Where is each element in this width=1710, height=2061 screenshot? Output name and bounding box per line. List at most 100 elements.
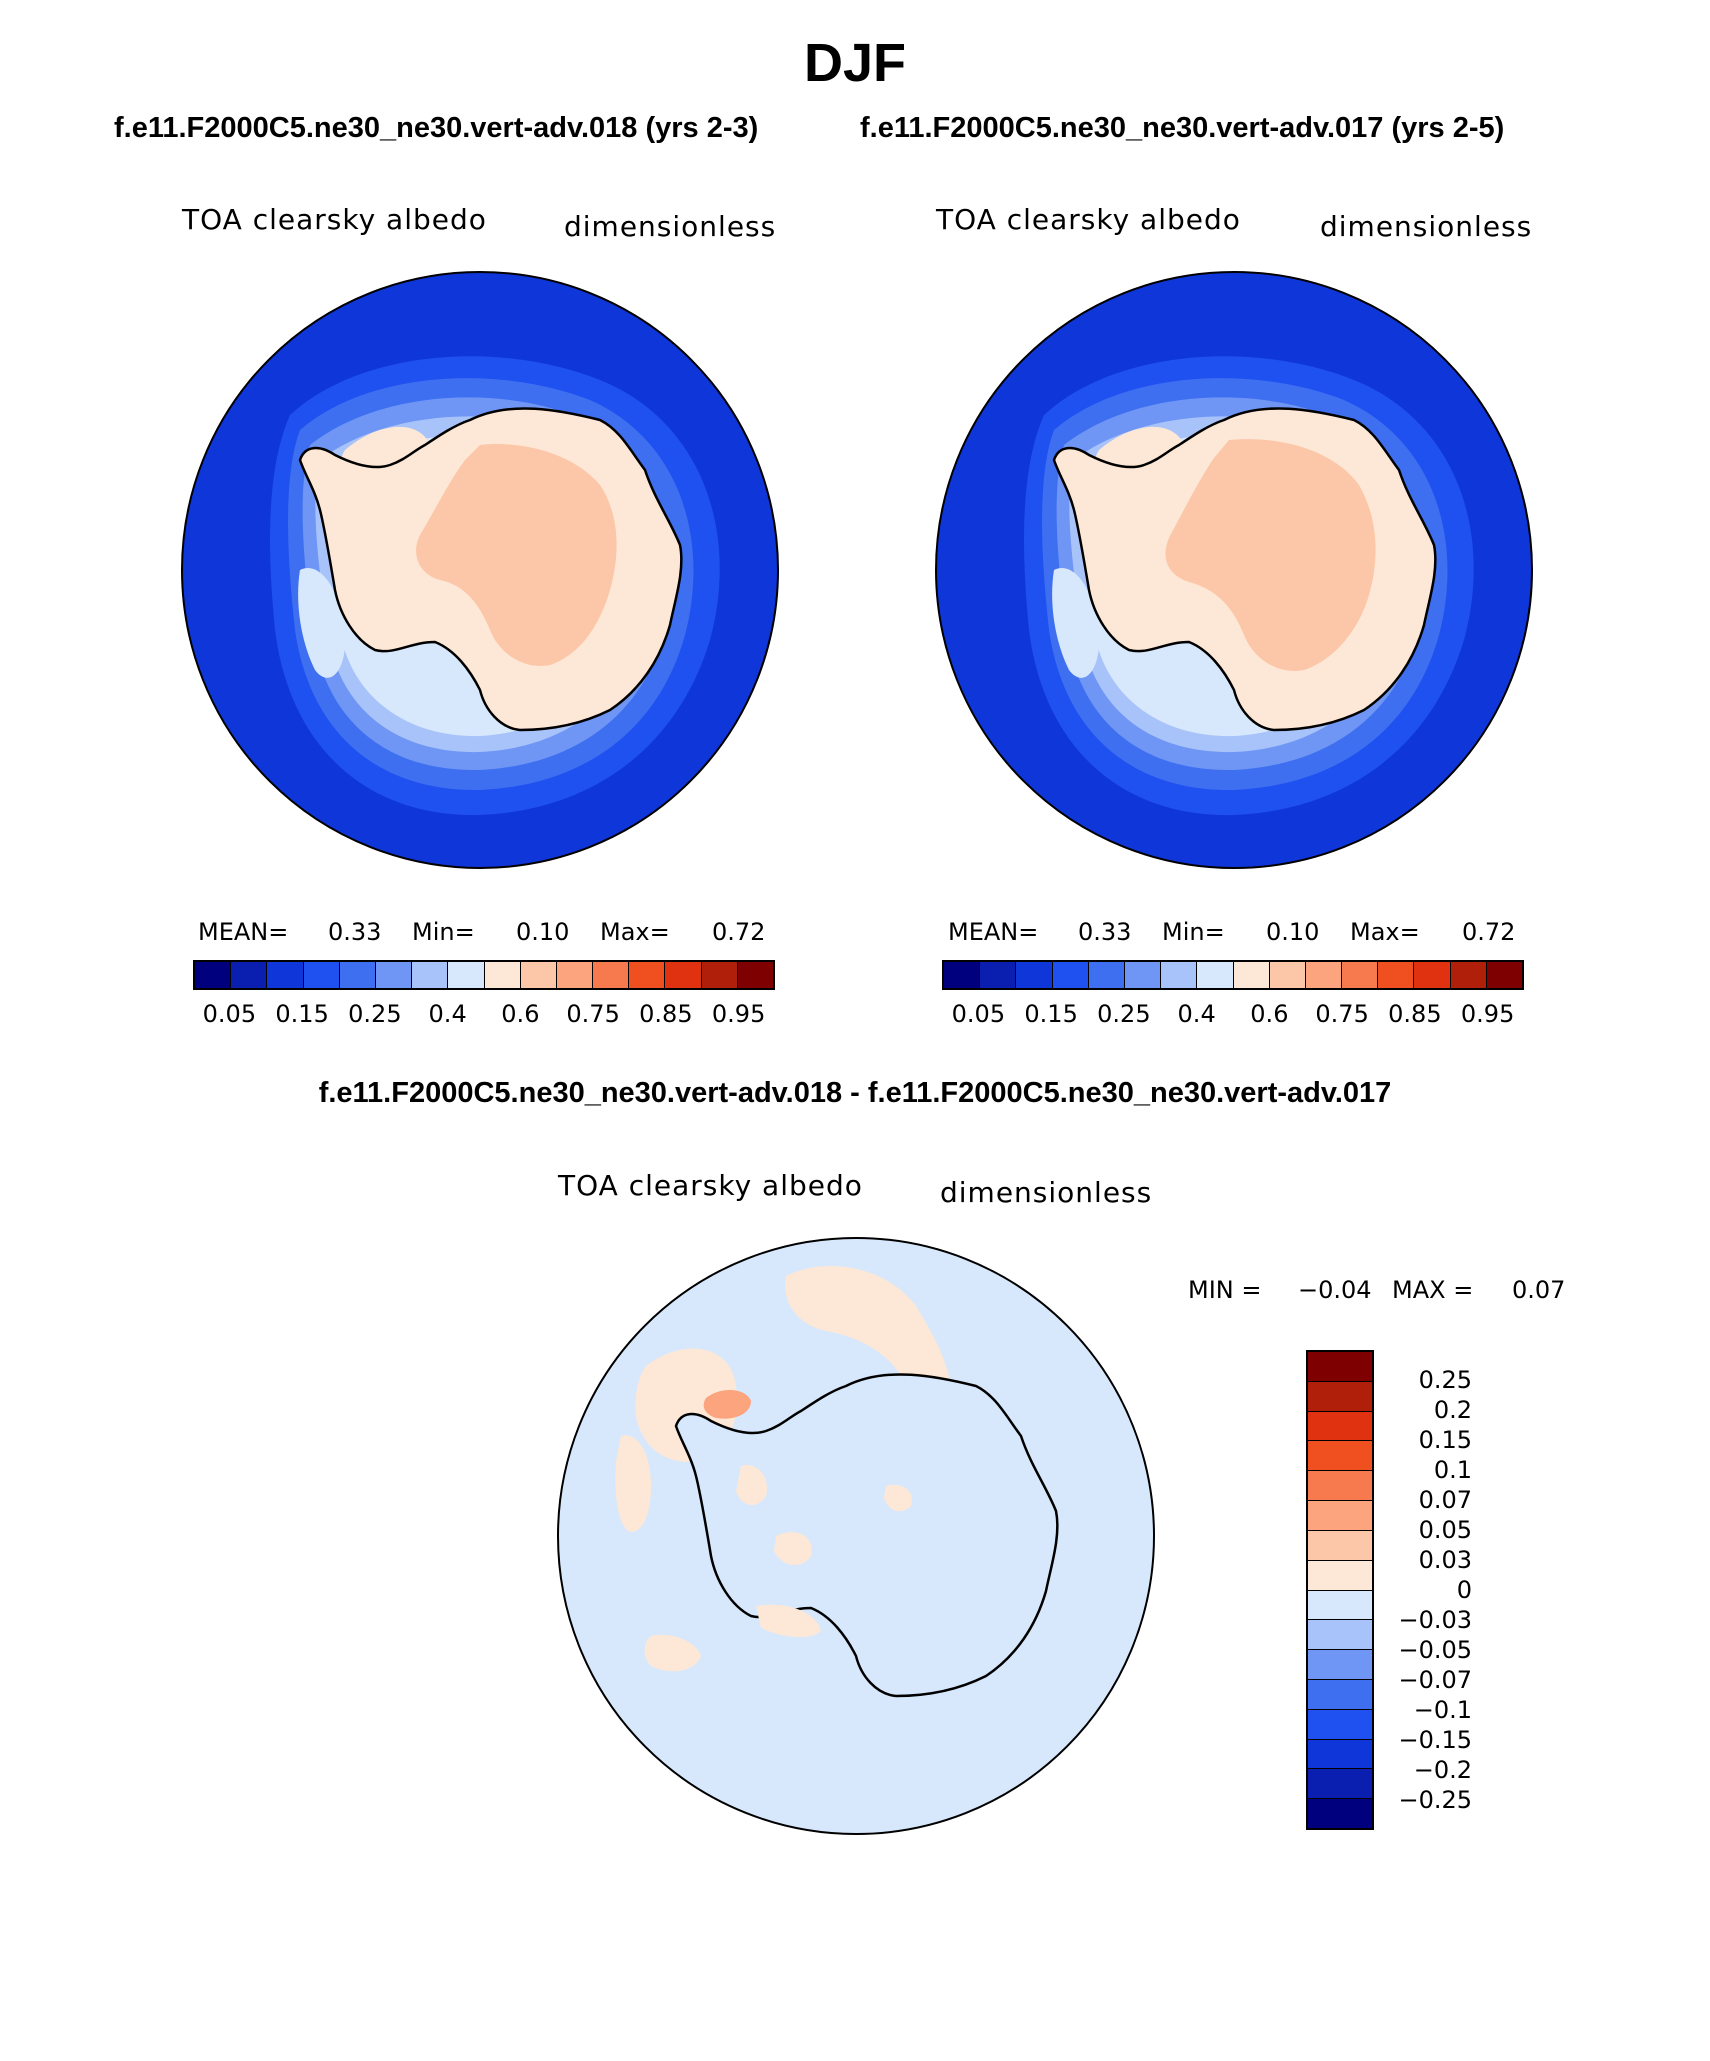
panel2-max-label: Max=: [1350, 918, 1420, 946]
panel2-colorbar: [942, 960, 1524, 990]
colorbar-swatch: [231, 962, 268, 988]
panel2-variable-label: TOA clearsky albedo: [936, 203, 1241, 236]
plateau-high-albedo: [416, 444, 617, 666]
colorbar-tick-label: 0.85: [639, 1000, 693, 1028]
panel2-max-value: 0.72: [1462, 918, 1516, 946]
colorbar-swatch: [1342, 962, 1379, 988]
colorbar-swatch: [1016, 962, 1053, 988]
panel2-mean-label: MEAN=: [948, 918, 1039, 946]
colorbar-swatch: [1308, 1381, 1372, 1412]
colorbar-swatch: [412, 962, 449, 988]
colorbar-tick-label: 0.6: [1250, 1000, 1289, 1028]
colorbar-swatch: [737, 962, 773, 988]
colorbar-swatch: [556, 962, 594, 988]
colorbar-swatch: [593, 962, 630, 988]
colorbar-swatch: [1308, 1769, 1372, 1800]
colorbar-swatch: [1486, 962, 1522, 988]
panel1-units-label: dimensionless: [564, 210, 777, 243]
diff-variable-label: TOA clearsky albedo: [558, 1169, 863, 1202]
panel2-mean-value: 0.33: [1078, 918, 1132, 946]
panel1-variable-label: TOA clearsky albedo: [182, 203, 487, 236]
case2-title: f.e11.F2000C5.ne30_ne30.vert-adv.017 (yr…: [860, 112, 1505, 144]
colorbar-tick-label: 0.15: [1418, 1426, 1472, 1454]
panel1-max-label: Max=: [600, 918, 670, 946]
colorbar-swatch: [1088, 962, 1125, 988]
colorbar-swatch: [1124, 962, 1162, 988]
colorbar-swatch: [339, 962, 376, 988]
colorbar-tick-label: −0.05: [1398, 1636, 1472, 1664]
colorbar-tick-label: −0.03: [1398, 1606, 1472, 1634]
colorbar-swatch: [629, 962, 666, 988]
page-title: DJF: [803, 33, 906, 93]
colorbar-tick-label: 0.6: [501, 1000, 540, 1028]
colorbar-tick-label: 0.05: [951, 1000, 1006, 1028]
panel1-mean-value: 0.33: [328, 918, 382, 946]
colorbar-swatch: [195, 962, 232, 988]
colorbar-swatch: [1308, 1590, 1372, 1621]
colorbar-tick-label: −0.1: [1413, 1696, 1472, 1724]
panel2-map: [935, 271, 1533, 869]
colorbar-swatch: [1414, 962, 1451, 988]
colorbar-swatch: [1308, 1650, 1372, 1680]
panel1-mean-label: MEAN=: [198, 918, 289, 946]
panel1-colorbar: [193, 960, 775, 990]
colorbar-swatch: [1308, 1799, 1372, 1828]
panel1-map: [181, 271, 779, 869]
colorbar-swatch: [944, 962, 981, 988]
colorbar-swatch: [303, 962, 340, 988]
colorbar-tick-label: 0.25: [348, 1000, 402, 1028]
panel2-min-value: 0.10: [1266, 918, 1320, 946]
colorbar-swatch: [1450, 962, 1487, 988]
colorbar-swatch: [1308, 1709, 1372, 1740]
colorbar-tick-label: 0.4: [1177, 1000, 1216, 1028]
colorbar-tick-label: 0.4: [428, 1000, 467, 1028]
panel1-min-value: 0.10: [516, 918, 570, 946]
diff-max-label: MAX =: [1392, 1276, 1474, 1304]
colorbar-tick-label: 0.15: [275, 1000, 329, 1028]
colorbar-tick-label: 0.15: [1024, 1000, 1078, 1028]
colorbar-tick-label: −0.25: [1398, 1786, 1472, 1814]
colorbar-tick-label: 0.95: [1460, 1000, 1515, 1028]
colorbar-swatch: [1308, 1471, 1372, 1502]
colorbar-swatch: [1305, 962, 1343, 988]
colorbar-swatch: [1269, 962, 1306, 988]
colorbar-tick-label: 0.75: [1315, 1000, 1369, 1028]
colorbar-swatch: [1308, 1352, 1372, 1382]
colorbar-tick-label: −0.15: [1398, 1726, 1472, 1754]
colorbar-swatch: [1308, 1679, 1372, 1710]
colorbar-swatch: [1161, 962, 1198, 988]
difference-colorbar: [1306, 1350, 1374, 1830]
diff-min-value: −0.04: [1298, 1276, 1372, 1304]
colorbar-tick-label: 0: [1456, 1576, 1472, 1604]
difference-map: [557, 1237, 1155, 1835]
colorbar-swatch: [1308, 1620, 1372, 1651]
difference-title: f.e11.F2000C5.ne30_ne30.vert-adv.018 - f…: [318, 1077, 1392, 1109]
colorbar-tick-label: 0.2: [1433, 1396, 1472, 1424]
colorbar-tick-label: 0.85: [1388, 1000, 1442, 1028]
colorbar-swatch: [375, 962, 413, 988]
plateau-high-albedo: [1165, 439, 1376, 671]
panel1-max-value: 0.72: [712, 918, 766, 946]
panel2-units-label: dimensionless: [1320, 210, 1533, 243]
panel2-min-label: Min=: [1162, 918, 1225, 946]
colorbar-swatch: [701, 962, 738, 988]
colorbar-tick-label: 0.25: [1097, 1000, 1151, 1028]
colorbar-swatch: [1308, 1441, 1372, 1472]
colorbar-swatch: [267, 962, 304, 988]
colorbar-swatch: [448, 962, 485, 988]
colorbar-tick-label: 0.03: [1418, 1546, 1472, 1574]
colorbar-swatch: [1308, 1560, 1372, 1591]
colorbar-tick-label: 0.05: [202, 1000, 257, 1028]
colorbar-tick-label: 0.05: [1418, 1516, 1472, 1544]
colorbar-swatch: [1233, 962, 1270, 988]
panel1-min-label: Min=: [412, 918, 475, 946]
colorbar-swatch: [1052, 962, 1089, 988]
colorbar-tick-label: 0.95: [711, 1000, 766, 1028]
case1-title: f.e11.F2000C5.ne30_ne30.vert-adv.018 (yr…: [114, 112, 759, 144]
colorbar-swatch: [665, 962, 702, 988]
colorbar-tick-label: 0.25: [1418, 1366, 1472, 1394]
colorbar-swatch: [1308, 1530, 1372, 1561]
difference-colorbar-ticks: 0.25 0.2 0.15 0.1 0.07 0.05 0.03 0 −0.03 −0.05 −0.…: [1382, 1350, 1502, 1830]
colorbar-tick-label: 0.75: [566, 1000, 620, 1028]
colorbar-tick-label: −0.2: [1413, 1756, 1472, 1784]
